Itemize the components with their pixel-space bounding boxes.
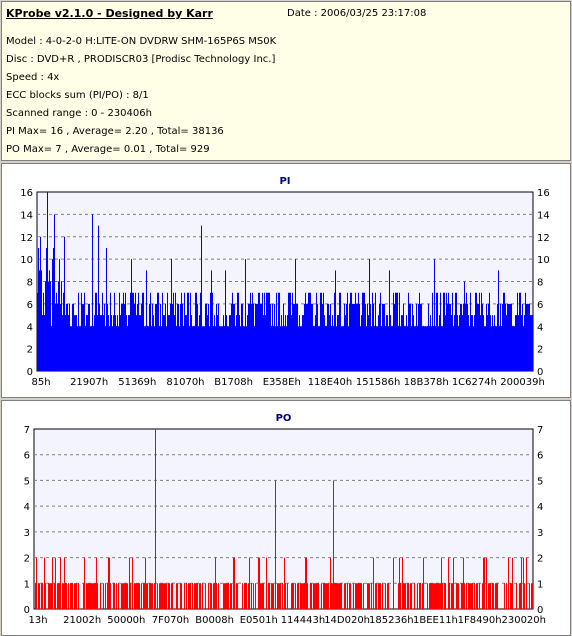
- pi-ytick-left: 8: [27, 278, 33, 289]
- pi-xtick-label: 51369h: [118, 377, 156, 388]
- pi-ytick-right: 14: [537, 210, 550, 221]
- pi-ytick-right: 12: [537, 233, 550, 244]
- pi-ytick-left: 16: [20, 188, 33, 199]
- pi-ytick-left: 14: [20, 210, 33, 221]
- pi-xtick-label: 81070h: [166, 377, 204, 388]
- pi-ytick-left: 4: [27, 322, 33, 333]
- po-chart-panel: 0 0 1 1 2 2 3 3 4 4 5 5 6 6 7 7 13h 21002h 50000h 7F070h B00…: [1, 400, 571, 636]
- pi-ytick-left: 12: [20, 233, 33, 244]
- po-chart-title: PO: [276, 413, 292, 424]
- info-ecc: ECC blocks sum (PI/PO) : 8/1: [6, 90, 149, 101]
- po-ytick-right: 2: [537, 554, 543, 565]
- info-disc: Disc : DVD+R , PRODISCR03 [Prodisc Techn…: [6, 54, 276, 65]
- info-pi-stats: PI Max= 16 , Average= 2.20 , Total= 3813…: [6, 126, 224, 137]
- pi-bars: [37, 192, 533, 371]
- pi-ytick-left: 10: [20, 255, 33, 266]
- pi-ytick-left: 0: [27, 367, 33, 378]
- pi-ytick-right: 6: [537, 300, 543, 311]
- po-ytick-left: 5: [24, 476, 30, 487]
- pi-ytick-right: 0: [537, 367, 543, 378]
- po-plot-area: [33, 428, 534, 610]
- pi-xtick-label: E358Eh: [263, 377, 301, 388]
- pi-xtick-label: 151586h: [356, 377, 401, 388]
- po-xtick-label: E0501h: [240, 615, 278, 626]
- pi-xtick-label: 18B378h: [404, 377, 449, 388]
- po-xtick-label: 50000h: [107, 615, 145, 626]
- scan-date: Date : 2006/03/25 23:17:08: [287, 8, 427, 19]
- po-xtick-label: B0008h: [195, 615, 234, 626]
- pi-ytick-left: 6: [27, 300, 33, 311]
- pi-chart-title: PI: [279, 176, 290, 187]
- pi-xtick-label: 200039h: [500, 377, 545, 388]
- app-title: KProbe v2.1.0 - Designed by Karr: [6, 7, 213, 20]
- pi-xtick-label: 85h: [31, 377, 50, 388]
- po-ytick-left: 0: [24, 605, 30, 616]
- pi-xtick-label: 118E40h: [308, 377, 352, 388]
- po-xtick-label: 21002h: [63, 615, 101, 626]
- info-po-stats: PO Max= 7 , Average= 0.01 , Total= 929: [6, 144, 210, 155]
- pi-ytick-right: 4: [537, 322, 543, 333]
- info-range: Scanned range : 0 - 230406h: [6, 108, 152, 119]
- po-chart: 0 0 1 1 2 2 3 3 4 4 5 5 6 6 7 7 13h 21002h 50000h 7F070h B00…: [24, 413, 546, 626]
- po-xtick-label: 114443h: [281, 615, 326, 626]
- po-ytick-right: 6: [537, 451, 543, 462]
- pi-chart: 0 0 2 2 4 4 6 6 8 8 10 10 12 12 14 14 16 16 85h 21907h 51369…: [20, 176, 550, 388]
- po-ytick-left: 6: [24, 451, 30, 462]
- po-ytick-right: 1: [537, 579, 543, 590]
- po-ytick-left: 3: [24, 528, 30, 539]
- info-panel: KProbe v2.1.0 - Designed by Karr Date : …: [1, 1, 571, 161]
- pi-xtick-label: 21907h: [70, 377, 108, 388]
- po-ytick-right: 3: [537, 528, 543, 539]
- po-ytick-left: 2: [24, 554, 30, 565]
- pi-ytick-left: 2: [27, 345, 33, 356]
- info-speed: Speed : 4x: [6, 72, 60, 83]
- pi-ytick-right: 2: [537, 345, 543, 356]
- pi-ytick-right: 16: [537, 188, 550, 199]
- po-ytick-right: 5: [537, 476, 543, 487]
- pi-ytick-right: 10: [537, 255, 550, 266]
- po-ytick-right: 7: [537, 425, 543, 436]
- pi-ytick-right: 8: [537, 278, 543, 289]
- po-xtick-label: 13h: [28, 615, 47, 626]
- po-ytick-right: 4: [537, 502, 543, 513]
- po-ytick-left: 7: [24, 425, 30, 436]
- po-xtick-label: 7F070h: [152, 615, 190, 626]
- po-xtick-label: 1F8490h: [458, 615, 502, 626]
- po-xtick-label: 14D020h: [324, 615, 370, 626]
- po-ytick-left: 1: [24, 579, 30, 590]
- po-xtick-label: 1BEE11h: [413, 615, 458, 626]
- po-ytick-right: 0: [537, 605, 543, 616]
- po-xtick-label: 230020h: [501, 615, 546, 626]
- po-bars: [35, 429, 533, 609]
- info-model: Model : 4-0-2-0 H:LITE-ON DVDRW SHM-165P…: [6, 36, 277, 47]
- po-ytick-left: 4: [24, 502, 30, 513]
- po-xtick-label: 185236h: [369, 615, 414, 626]
- pi-chart-panel: 0 0 2 2 4 4 6 6 8 8 10 10 12 12 14 14 16 16 85h 21907h 51369…: [1, 163, 571, 398]
- pi-xtick-label: B1708h: [214, 377, 253, 388]
- pi-xtick-label: 1C6274h: [452, 377, 497, 388]
